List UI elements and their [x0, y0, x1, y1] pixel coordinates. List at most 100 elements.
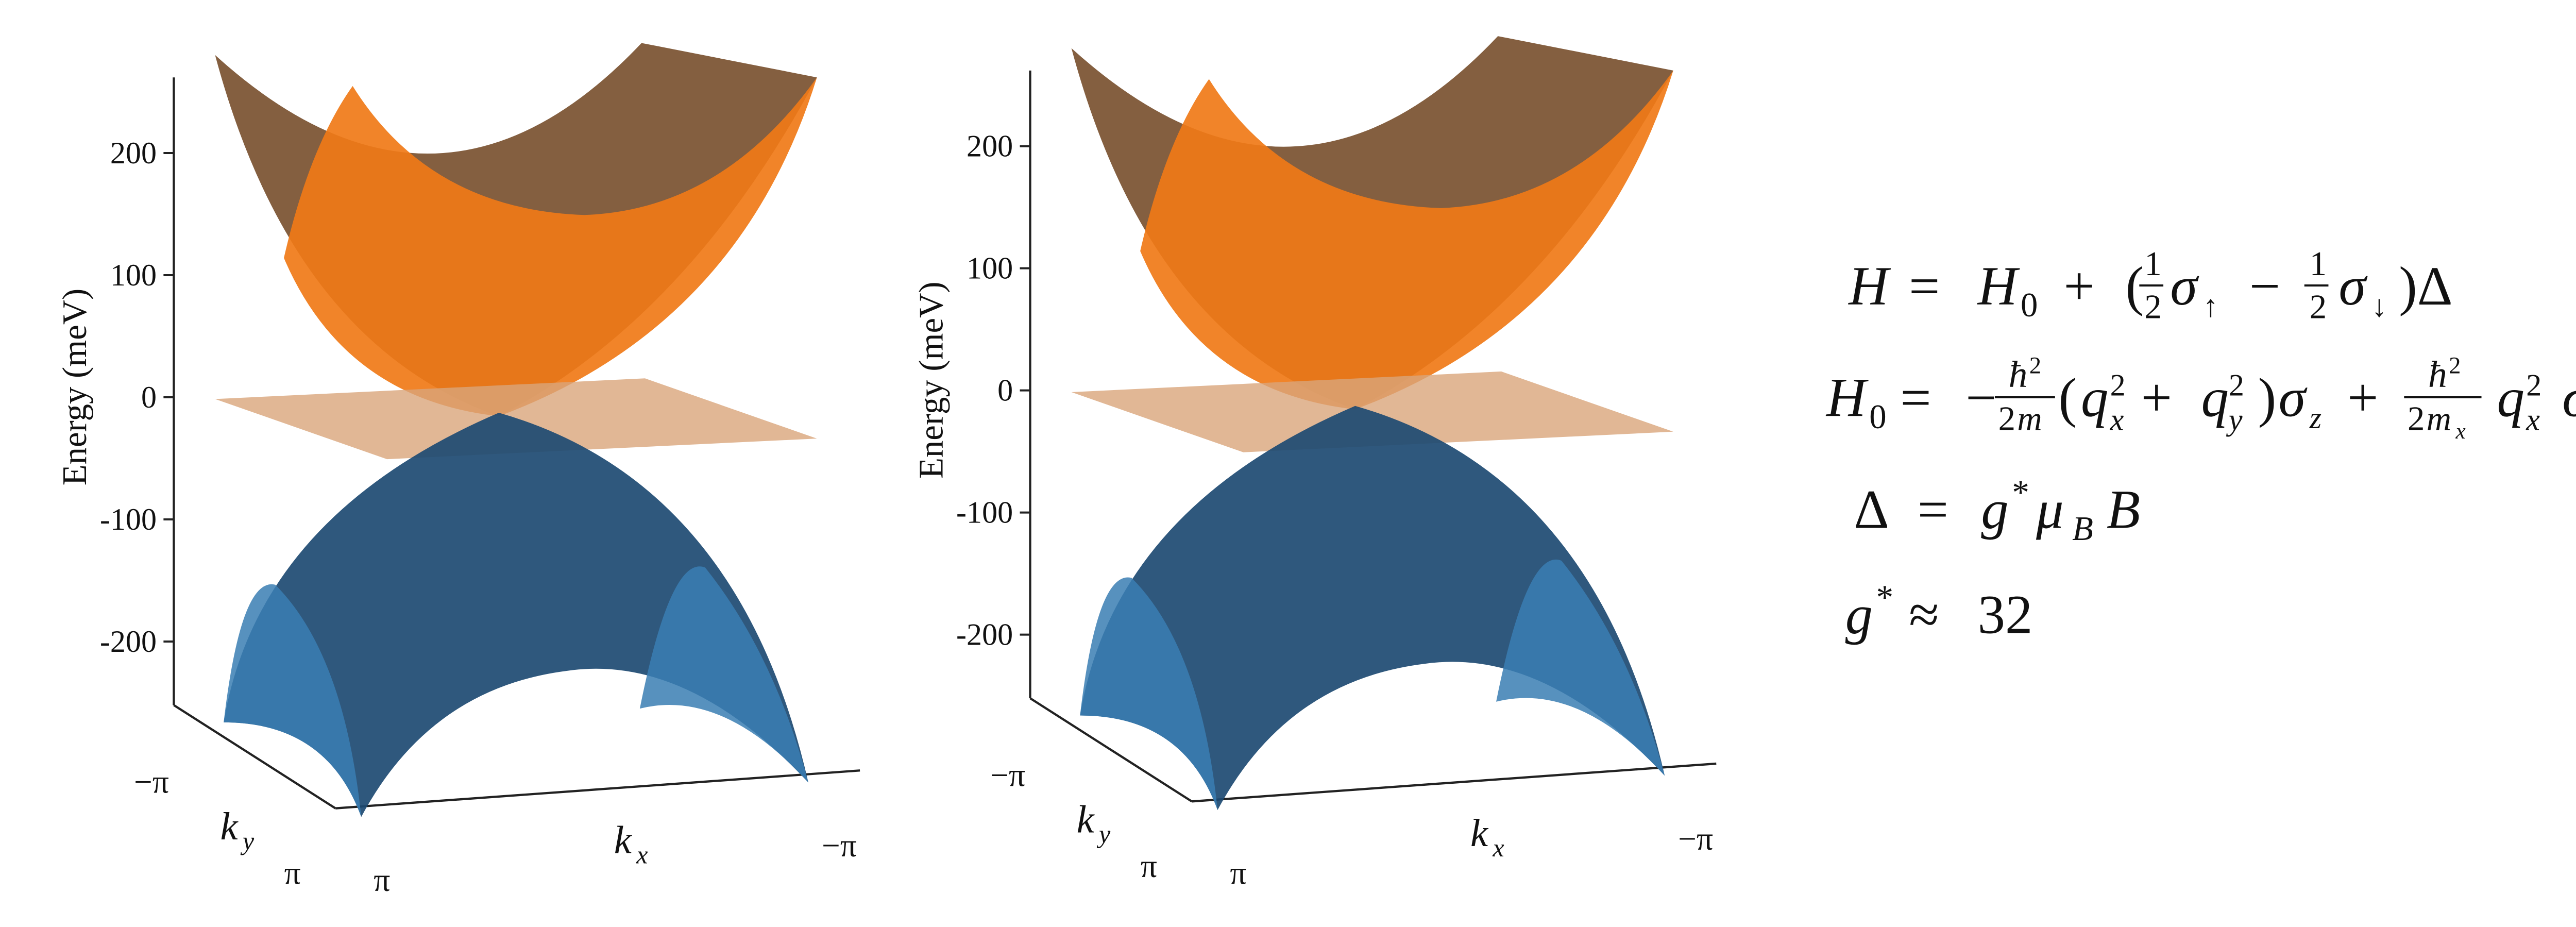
front-upper-surface [1140, 70, 1673, 410]
kx-tick-label: π [1230, 855, 1246, 891]
z-tick-label: 100 [110, 258, 157, 292]
z-tick-label: -200 [956, 617, 1013, 652]
equation-token: + [2347, 368, 2378, 429]
equation-token: 1 [2144, 245, 2161, 283]
z-axis-label: Energy (meV) [912, 281, 950, 478]
equation-token: 0 [2021, 286, 2038, 324]
ky-label: k [1077, 797, 1095, 841]
equation-token: H [1977, 256, 2020, 317]
z-axis-label: Energy (meV) [56, 289, 94, 485]
ky-tick-label: −π [990, 756, 1025, 793]
equation-token: ) [2258, 368, 2277, 429]
lower-left-lobe [1080, 577, 1218, 811]
ky-axis [1029, 697, 1193, 803]
equation-token: y [2226, 402, 2243, 436]
equation-token: q [2081, 368, 2108, 429]
equation-token: 2 [2029, 352, 2041, 379]
z-tick-label: -200 [100, 624, 157, 659]
equation-token: ↓ [2371, 289, 2387, 323]
lower-surface [224, 413, 808, 817]
equation-token: 2 [2110, 368, 2126, 402]
equation-token: x [2110, 402, 2124, 436]
equation-token: 2 [2229, 368, 2244, 402]
equation-token: )Δ [2399, 256, 2452, 317]
equation-token: 1 [2310, 245, 2327, 283]
z-tick-label: 100 [967, 251, 1013, 285]
ky-label: k [220, 804, 239, 848]
kx-axis [1192, 762, 1717, 803]
z-tick-label: 200 [967, 129, 1013, 163]
equation-token: − [1965, 368, 1996, 429]
kx-label: k [1470, 811, 1489, 855]
equation-token: z [2309, 400, 2321, 435]
equation-token: q [2201, 368, 2228, 429]
lower-right-lobe [1496, 559, 1665, 776]
ky-label-sub: y [240, 827, 255, 855]
equation-token: x [2526, 402, 2540, 436]
equation-token: σ [2562, 368, 2576, 429]
equation-token: ( [2058, 368, 2077, 429]
equation-token: m [2427, 400, 2451, 437]
ky-tick-label: −π [134, 764, 169, 800]
equation-token: q [2497, 368, 2524, 429]
ky-label-sub: y [1096, 819, 1111, 848]
equation-token: 2 [2449, 352, 2461, 379]
equation-token: 2 [2408, 400, 2425, 437]
equation-token: H [1825, 368, 1869, 429]
kx-label-sub: x [636, 840, 648, 869]
equation: g * ≈32 [1845, 579, 2033, 646]
equation-token: * [2012, 474, 2029, 512]
ky-tick-label: π [284, 855, 301, 891]
equation-token: σ [2338, 256, 2368, 317]
kx-label-sub: x [1492, 833, 1504, 862]
lower-left-lobe [224, 584, 362, 817]
z-tick-label: -100 [956, 495, 1013, 530]
equation-token: Δ [1854, 480, 1889, 541]
equation-token: 2 [2144, 288, 2161, 326]
equation-token: + [2141, 368, 2172, 429]
equation-token: σ [2279, 368, 2308, 429]
equation-token: ħ [2428, 353, 2447, 395]
equation: Δ = g * μ B B [1854, 474, 2140, 548]
equation-token: B [2072, 510, 2093, 548]
kx-axis [335, 769, 860, 810]
equation-token: H [1848, 256, 1891, 317]
z-tick-label: 200 [110, 136, 157, 170]
equation-token: m [2017, 400, 2042, 437]
equation-token: ≈ [1909, 584, 1939, 645]
z-tick-label: 0 [997, 373, 1013, 408]
equation-token: 0 [1869, 398, 1886, 436]
lower-right-lobe [639, 566, 808, 783]
equation-token: 2 [2310, 288, 2327, 326]
equation-token: = [1900, 368, 1931, 429]
equation-token: 32 [1978, 584, 2033, 645]
ky-axis [173, 704, 336, 810]
equation-token: − [2249, 256, 2280, 317]
equation-token: σ [2170, 256, 2199, 317]
equation-token: x [2455, 419, 2465, 444]
lower-surface [1080, 406, 1665, 811]
ky-tick-label: π [1141, 848, 1157, 884]
z-tick-label: -100 [100, 502, 157, 536]
kx-tick-label: −π [822, 827, 857, 864]
front-upper-surface [283, 77, 817, 416]
equation-token: * [1876, 579, 1893, 617]
equation: H = H 0 +(12 σ ↑ −12 σ ↓)Δ [1848, 245, 2452, 326]
kx-label: k [614, 818, 633, 862]
kx-tick-label: −π [1678, 820, 1713, 857]
equation-token: g [1845, 584, 1873, 645]
equation-token: ħ [2009, 353, 2028, 395]
equation-token: = [1909, 256, 1940, 317]
equation-token: 2 [1998, 400, 2015, 437]
equation-token: + [2063, 256, 2094, 317]
equation-token: 2 [2526, 368, 2541, 402]
equation-token: = [1918, 480, 1948, 541]
equation-token: μ [2036, 480, 2064, 541]
equation-token: B [2107, 480, 2140, 541]
equation-token: ↑ [2203, 289, 2218, 323]
